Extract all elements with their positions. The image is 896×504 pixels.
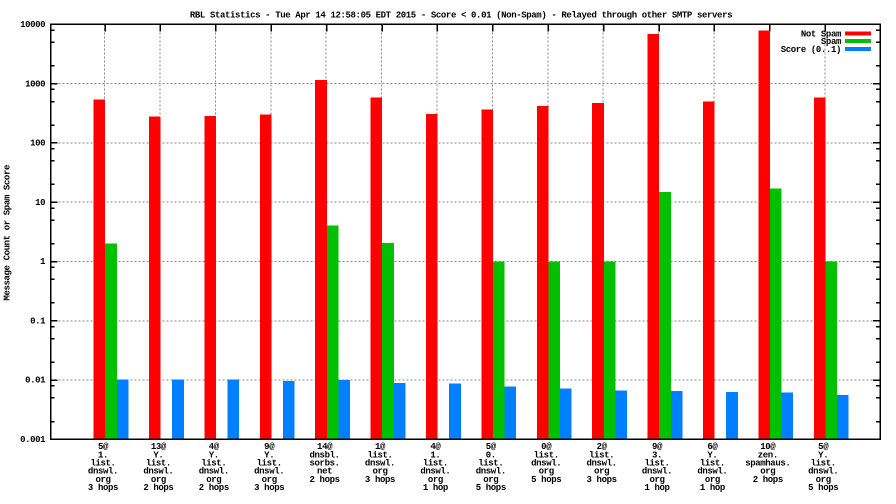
- svg-text:0.1: 0.1: [30, 316, 46, 326]
- svg-text:dnswl.: dnswl.: [697, 467, 727, 477]
- svg-text:Score (0..1): Score (0..1): [781, 45, 841, 55]
- svg-text:org: org: [151, 475, 166, 485]
- svg-text:dnswl.: dnswl.: [476, 467, 506, 477]
- svg-text:14@: 14@: [317, 442, 333, 452]
- svg-text:Y.: Y.: [264, 450, 274, 460]
- svg-text:100: 100: [30, 139, 45, 149]
- svg-text:Y.: Y.: [707, 450, 717, 460]
- svg-text:list.: list.: [423, 459, 448, 469]
- svg-text:5 hops: 5 hops: [808, 483, 838, 493]
- svg-text:org: org: [483, 475, 498, 485]
- svg-text:3 hops: 3 hops: [365, 475, 395, 485]
- svg-text:dnswl.: dnswl.: [642, 467, 672, 477]
- svg-text:list.: list.: [534, 450, 559, 460]
- svg-text:list.: list.: [811, 459, 836, 469]
- svg-text:1.: 1.: [430, 450, 440, 460]
- svg-text:org: org: [206, 475, 221, 485]
- svg-text:list.: list.: [201, 459, 226, 469]
- svg-text:dnsbl.: dnsbl.: [310, 450, 340, 460]
- svg-text:net: net: [317, 467, 332, 477]
- svg-text:Y.: Y.: [209, 450, 219, 460]
- svg-text:list.: list.: [644, 459, 669, 469]
- svg-text:org: org: [539, 467, 554, 477]
- svg-text:dnswl.: dnswl.: [365, 459, 395, 469]
- svg-text:list.: list.: [589, 450, 614, 460]
- svg-text:10: 10: [35, 198, 45, 208]
- svg-text:3 hops: 3 hops: [587, 475, 617, 485]
- svg-text:list.: list.: [367, 450, 392, 460]
- svg-text:0.001: 0.001: [20, 435, 46, 445]
- svg-text:2 hops: 2 hops: [199, 483, 229, 493]
- svg-text:6@: 6@: [707, 442, 718, 452]
- svg-text:0.: 0.: [486, 450, 496, 460]
- svg-text:list.: list.: [90, 459, 115, 469]
- svg-text:dnswl.: dnswl.: [420, 467, 450, 477]
- svg-text:list.: list.: [146, 459, 171, 469]
- svg-text:10@: 10@: [760, 442, 776, 452]
- svg-text:RBL Statistics - Tue Apr 14 12: RBL Statistics - Tue Apr 14 12:58:05 EDT…: [190, 11, 732, 21]
- svg-text:2@: 2@: [597, 442, 608, 452]
- svg-text:2 hops: 2 hops: [143, 483, 173, 493]
- svg-text:list.: list.: [257, 459, 282, 469]
- svg-text:5@: 5@: [818, 442, 829, 452]
- svg-text:5@: 5@: [486, 442, 497, 452]
- svg-text:9@: 9@: [652, 442, 663, 452]
- svg-text:zen.: zen.: [758, 450, 778, 460]
- svg-text:org: org: [760, 467, 775, 477]
- svg-text:org: org: [95, 475, 110, 485]
- svg-text:3 hops: 3 hops: [254, 483, 284, 493]
- svg-text:13@: 13@: [151, 442, 167, 452]
- svg-text:3 hops: 3 hops: [88, 483, 118, 493]
- svg-text:1 hop: 1 hop: [423, 483, 448, 493]
- svg-text:1 hop: 1 hop: [644, 483, 669, 493]
- svg-text:0@: 0@: [541, 442, 552, 452]
- svg-text:dnswl.: dnswl.: [199, 467, 229, 477]
- svg-text:dnswl.: dnswl.: [531, 459, 561, 469]
- svg-text:Not Spam: Not Spam: [801, 29, 842, 39]
- svg-text:9@: 9@: [264, 442, 275, 452]
- svg-text:2 hops: 2 hops: [310, 475, 340, 485]
- svg-text:Y.: Y.: [153, 450, 163, 460]
- svg-text:1000: 1000: [25, 79, 45, 89]
- svg-text:1: 1: [40, 257, 46, 267]
- svg-text:dnswl.: dnswl.: [254, 467, 284, 477]
- svg-text:dnswl.: dnswl.: [88, 467, 118, 477]
- svg-text:1@: 1@: [375, 442, 386, 452]
- svg-text:3.: 3.: [652, 450, 662, 460]
- svg-text:org: org: [649, 475, 664, 485]
- svg-text:5@: 5@: [98, 442, 109, 452]
- svg-text:5 hops: 5 hops: [531, 475, 561, 485]
- svg-text:list.: list.: [478, 459, 503, 469]
- svg-text:org: org: [705, 475, 720, 485]
- svg-text:list.: list.: [700, 459, 725, 469]
- svg-text:spamhaus.: spamhaus.: [745, 459, 790, 469]
- svg-text:Spam: Spam: [821, 37, 842, 47]
- svg-text:org: org: [816, 475, 831, 485]
- svg-text:sorbs.: sorbs.: [310, 459, 340, 469]
- svg-text:org: org: [372, 467, 387, 477]
- svg-text:10000: 10000: [20, 20, 45, 30]
- svg-text:dnswl.: dnswl.: [587, 459, 617, 469]
- svg-text:org: org: [594, 467, 609, 477]
- svg-text:0.01: 0.01: [25, 376, 46, 386]
- svg-text:2 hops: 2 hops: [753, 475, 783, 485]
- svg-text:Y.: Y.: [818, 450, 828, 460]
- svg-text:org: org: [428, 475, 443, 485]
- svg-text:5 hops: 5 hops: [476, 483, 506, 493]
- svg-text:1 hop: 1 hop: [700, 483, 725, 493]
- svg-text:dnswl.: dnswl.: [808, 467, 838, 477]
- svg-text:dnswl.: dnswl.: [143, 467, 173, 477]
- svg-text:1.: 1.: [98, 450, 108, 460]
- svg-text:4@: 4@: [209, 442, 220, 452]
- svg-text:4@: 4@: [430, 442, 441, 452]
- svg-text:org: org: [262, 475, 277, 485]
- svg-text:Message Count or Spam Score: Message Count or Spam Score: [2, 165, 12, 301]
